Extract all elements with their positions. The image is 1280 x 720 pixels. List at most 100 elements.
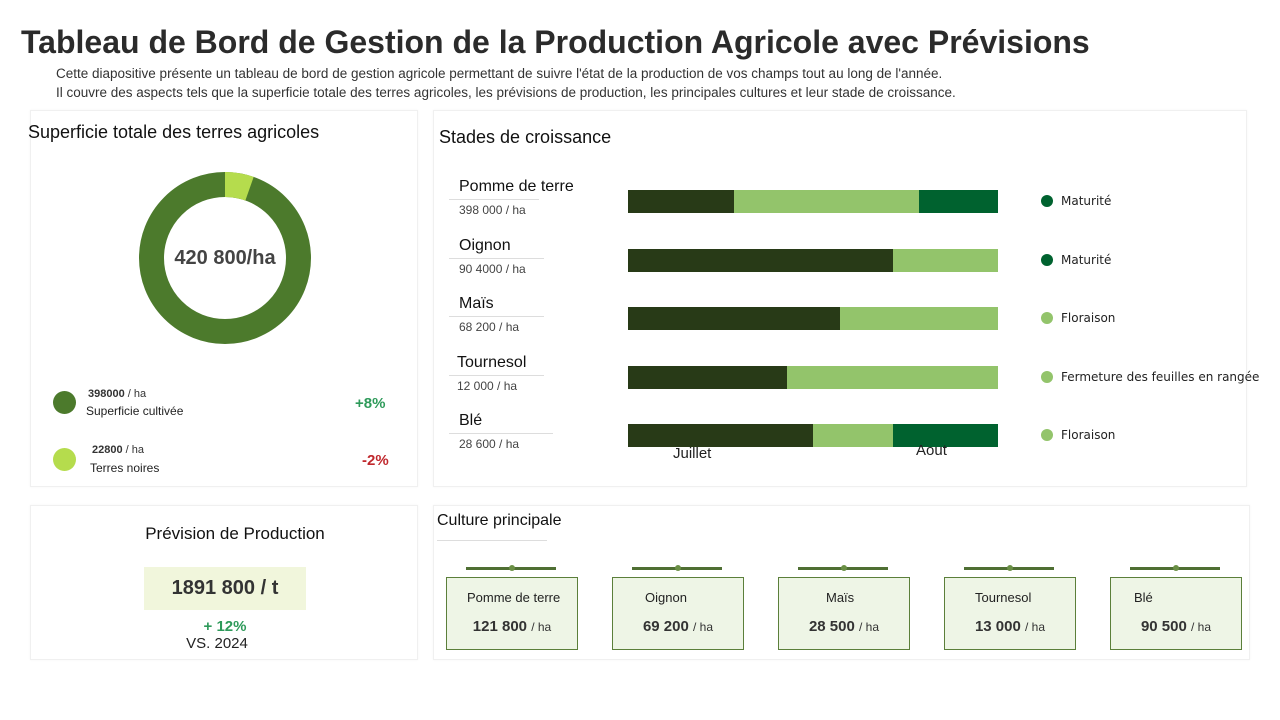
culture-card-number: 13 000: [974, 618, 1021, 635]
culture-card: Oignon 69 200 / ha: [612, 577, 744, 650]
growth-bar-segment: [628, 307, 840, 330]
stage-dot-icon: [1041, 253, 1053, 266]
growth-bar-segment: [840, 307, 998, 330]
culture-card-number: 69 200: [642, 618, 689, 635]
subtitle-line-1: Cette diapositive présente un tableau de…: [56, 66, 943, 81]
culture-card-value: 121 800 / ha: [447, 618, 577, 635]
culture-card-unit: / ha: [1025, 620, 1046, 634]
stades-panel: [433, 110, 1247, 487]
stage-label: Floraison: [1061, 311, 1116, 325]
culture-card: Pomme de terre 121 800 / ha: [446, 577, 578, 650]
growth-bar-segment: [787, 365, 998, 389]
crop-value: 90 4000 / ha: [459, 261, 526, 276]
crop-divider: [449, 257, 544, 259]
culture-card-name: Blé: [1134, 590, 1153, 605]
culture-card-unit: / ha: [531, 620, 552, 634]
culture-card-name: Tournesol: [975, 590, 1032, 605]
subtitle-line-2: Il couvre des aspects tels que la superf…: [56, 85, 956, 100]
superficie-title: Superficie totale des terres agricoles: [28, 122, 320, 142]
culture-card-unit: / ha: [859, 620, 880, 634]
card-hanger-icon: [466, 565, 556, 571]
stage-legend: Floraison: [1041, 428, 1115, 442]
culture-card: Blé 90 500 / ha: [1110, 577, 1242, 650]
crop-divider: [449, 433, 553, 434]
cultivee-change: +8%: [355, 395, 386, 412]
terres-noires-change: -2%: [362, 452, 389, 469]
cultivee-label: Superficie cultivée: [86, 404, 184, 418]
stage-label: Maturité: [1061, 252, 1112, 267]
prevision-panel: [30, 505, 418, 660]
axis-label-juillet: Juillet: [673, 445, 712, 462]
crop-divider: [449, 374, 544, 376]
superficie-panel: [30, 110, 418, 487]
stage-legend: Maturité: [1041, 194, 1111, 208]
stage-legend: Floraison: [1041, 311, 1115, 325]
stage-label: Floraison: [1061, 428, 1116, 442]
stage-dot-icon: [1041, 429, 1053, 441]
growth-bar-segment: [892, 424, 998, 447]
growth-bar-segment: [628, 248, 893, 272]
prevision-title: Prévision de Production: [145, 524, 325, 543]
growth-bar: [628, 190, 998, 213]
card-hanger-icon: [1130, 565, 1220, 571]
card-hanger-icon: [632, 565, 722, 571]
culture-card-number: 121 800: [472, 618, 528, 635]
stage-label: Maturité: [1061, 194, 1112, 208]
growth-bar-segment: [628, 424, 813, 447]
crop-name: Oignon: [459, 236, 511, 254]
stage-dot-icon: [1041, 195, 1053, 207]
culture-card-value: 28 500 / ha: [779, 618, 909, 635]
card-hanger-icon: [798, 565, 888, 571]
prevision-value: 1891 800 / t: [144, 567, 306, 610]
culture-card-number: 90 500: [1140, 618, 1187, 635]
culture-card: Maïs 28 500 / ha: [778, 577, 910, 650]
culture-card-unit: / ha: [1191, 620, 1212, 634]
prevision-compare: VS. 2024: [186, 635, 248, 652]
culture-card-name: Pomme de terre: [467, 590, 561, 605]
culture-panel: [433, 505, 1250, 660]
stage-legend: Maturité: [1041, 253, 1111, 267]
growth-bar-segment: [628, 190, 734, 213]
cultivee-dot-icon: [53, 391, 76, 414]
growth-bar: [628, 307, 998, 330]
card-hanger-icon: [964, 565, 1054, 571]
crop-value: 12 000 / ha: [457, 378, 518, 393]
crop-value: 28 600 / ha: [459, 437, 520, 451]
culture-card-value: 13 000 / ha: [945, 618, 1075, 635]
culture-title-divider: [437, 540, 547, 541]
crop-divider: [449, 199, 539, 200]
culture-title: Culture principale: [437, 512, 562, 529]
terres-noires-unit: / ha: [125, 444, 145, 456]
growth-bar: [628, 248, 998, 272]
growth-bar-segment: [918, 190, 998, 213]
donut-segment-terres-noires: [139, 172, 311, 344]
growth-bar: [628, 365, 998, 389]
superficie-total: 420 800/ha: [174, 247, 276, 269]
terres-noires-value: 22800: [92, 444, 123, 456]
culture-card-value: 69 200 / ha: [613, 618, 743, 635]
crop-name: Tournesol: [457, 353, 527, 371]
culture-card-value: 90 500 / ha: [1111, 618, 1241, 635]
crop-value: 398 000 / ha: [459, 203, 526, 217]
terres-noires-dot-icon: [53, 448, 76, 471]
growth-bar-segment: [733, 190, 919, 213]
growth-bar-segment: [628, 365, 788, 389]
culture-card-unit: / ha: [693, 620, 714, 634]
growth-bar-segment: [813, 424, 893, 447]
stage-dot-icon: [1041, 312, 1053, 324]
stage-label: Fermeture des feuilles en rangée: [1061, 369, 1260, 384]
crop-divider: [449, 316, 544, 317]
stades-title: Stades de croissance: [439, 127, 612, 147]
axis-label-aout: Aout: [916, 442, 947, 459]
growth-bar-segment: [892, 248, 998, 272]
cultivee-value: 398000: [88, 388, 125, 400]
crop-name: Pomme de terre: [459, 178, 574, 195]
crop-name: Maïs: [459, 295, 494, 312]
superficie-donut: [139, 172, 311, 344]
growth-bar: [628, 424, 998, 447]
page-title: Tableau de Bord de Gestion de la Product…: [21, 24, 1090, 60]
cultivee-unit: / ha: [127, 388, 147, 400]
stage-dot-icon: [1041, 370, 1053, 383]
culture-card-number: 28 500: [808, 618, 855, 635]
stage-legend: Fermeture des feuilles en rangée: [1041, 370, 1259, 384]
